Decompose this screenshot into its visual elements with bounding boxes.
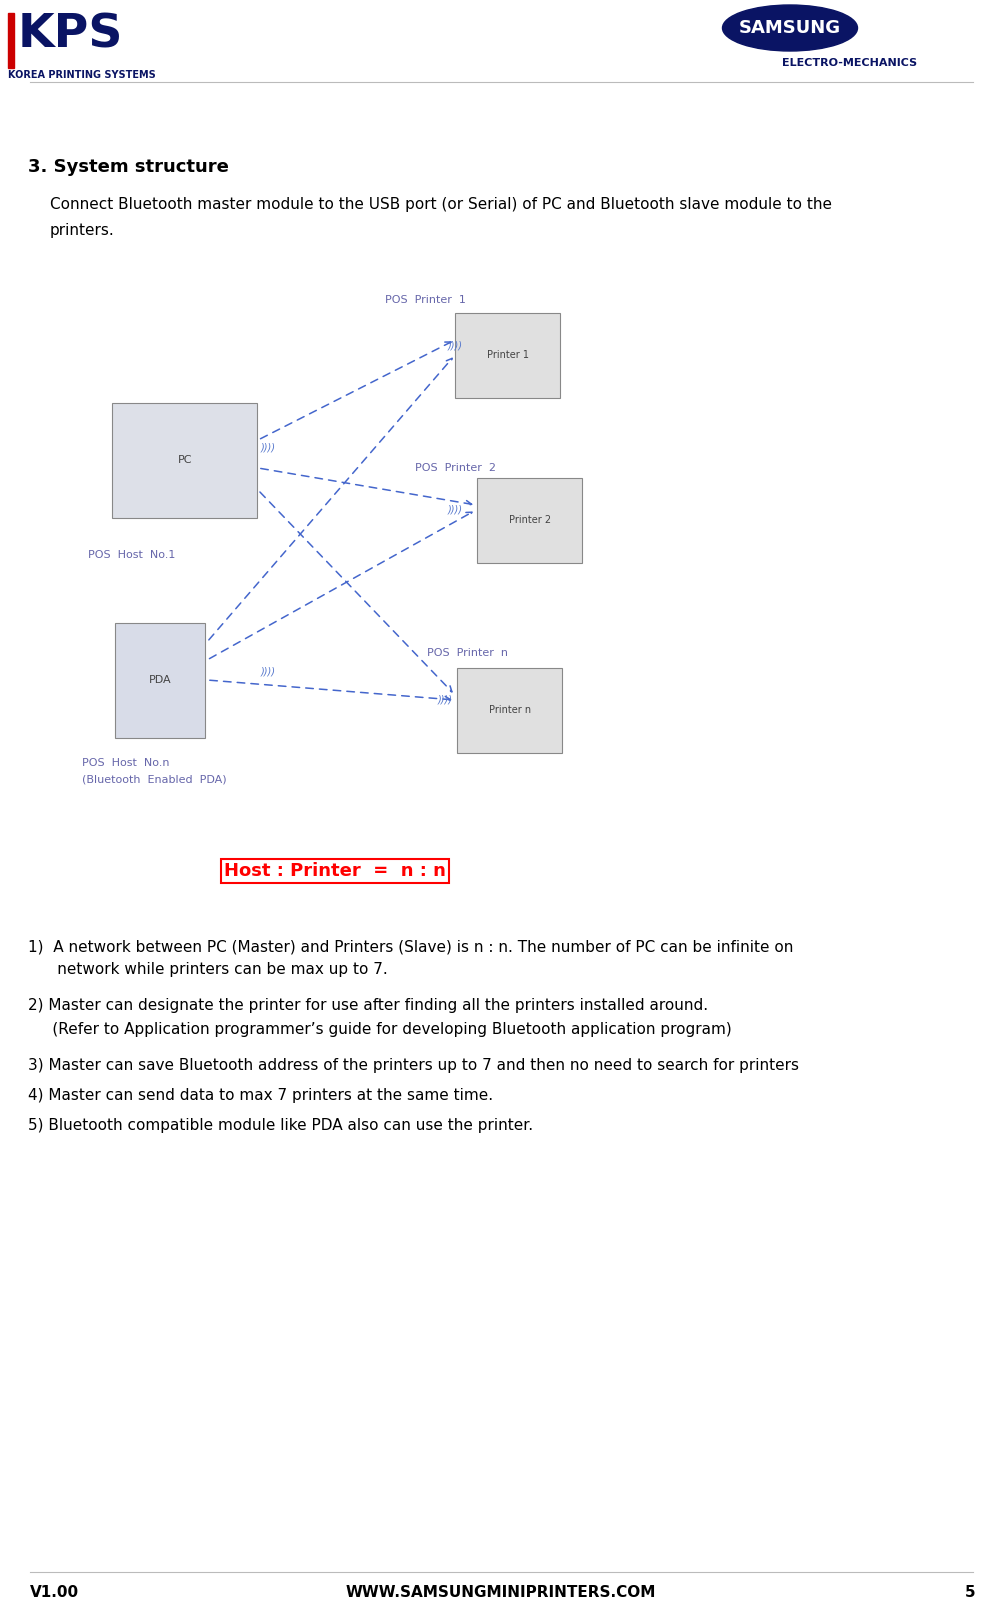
- Bar: [8, 13, 14, 67]
- Text: 5: 5: [963, 1584, 974, 1600]
- Text: V1.00: V1.00: [30, 1584, 79, 1600]
- Text: Printer 1: Printer 1: [487, 349, 528, 360]
- Ellipse shape: [721, 5, 857, 51]
- Text: POS  Host  No.1: POS Host No.1: [88, 549, 175, 561]
- Text: Printer 2: Printer 2: [508, 514, 550, 525]
- Text: (Refer to Application programmer’s guide for developing Bluetooth application pr: (Refer to Application programmer’s guide…: [28, 1022, 731, 1036]
- Text: Connect Bluetooth master module to the USB port (or Serial) of PC and Bluetooth : Connect Bluetooth master module to the U…: [50, 197, 832, 237]
- Text: KPS: KPS: [18, 11, 123, 58]
- Bar: [115, 623, 204, 737]
- Bar: [455, 312, 560, 397]
- Text: POS  Printer  n: POS Printer n: [427, 647, 507, 658]
- Text: )))): )))): [447, 505, 462, 514]
- Text: POS  Printer  1: POS Printer 1: [385, 295, 465, 304]
- Text: SAMSUNG: SAMSUNG: [738, 19, 841, 37]
- Text: 1)  A network between PC (Master) and Printers (Slave) is n : n. The number of P: 1) A network between PC (Master) and Pri…: [28, 940, 793, 955]
- Text: 2) Master can designate the printer for use after finding all the printers insta: 2) Master can designate the printer for …: [28, 998, 707, 1012]
- Text: Printer n: Printer n: [488, 705, 530, 714]
- Text: (Bluetooth  Enabled  PDA): (Bluetooth Enabled PDA): [82, 774, 226, 783]
- Text: )))): )))): [447, 340, 462, 349]
- Text: )))): )))): [261, 666, 276, 678]
- Text: )))): )))): [261, 444, 276, 453]
- Text: 5) Bluetooth compatible module like PDA also can use the printer.: 5) Bluetooth compatible module like PDA …: [28, 1118, 533, 1133]
- Text: KOREA PRINTING SYSTEMS: KOREA PRINTING SYSTEMS: [8, 70, 155, 80]
- Text: Host : Printer  =  n : n: Host : Printer = n : n: [223, 862, 446, 879]
- Text: )))): )))): [437, 695, 452, 705]
- Text: POS  Printer  2: POS Printer 2: [415, 463, 496, 473]
- Text: network while printers can be max up to 7.: network while printers can be max up to …: [28, 961, 388, 977]
- Bar: [457, 668, 562, 753]
- Text: 3) Master can save Bluetooth address of the printers up to 7 and then no need to: 3) Master can save Bluetooth address of …: [28, 1057, 799, 1073]
- Text: ELECTRO-MECHANICS: ELECTRO-MECHANICS: [782, 58, 917, 67]
- Text: POS  Host  No.n: POS Host No.n: [82, 758, 169, 767]
- Text: WWW.SAMSUNGMINIPRINTERS.COM: WWW.SAMSUNGMINIPRINTERS.COM: [346, 1584, 655, 1600]
- Text: 3. System structure: 3. System structure: [28, 159, 228, 176]
- Text: 4) Master can send data to max 7 printers at the same time.: 4) Master can send data to max 7 printer…: [28, 1088, 493, 1104]
- Text: PDA: PDA: [148, 674, 171, 686]
- Bar: [477, 477, 582, 562]
- Bar: [112, 402, 258, 517]
- Text: PC: PC: [177, 455, 192, 465]
